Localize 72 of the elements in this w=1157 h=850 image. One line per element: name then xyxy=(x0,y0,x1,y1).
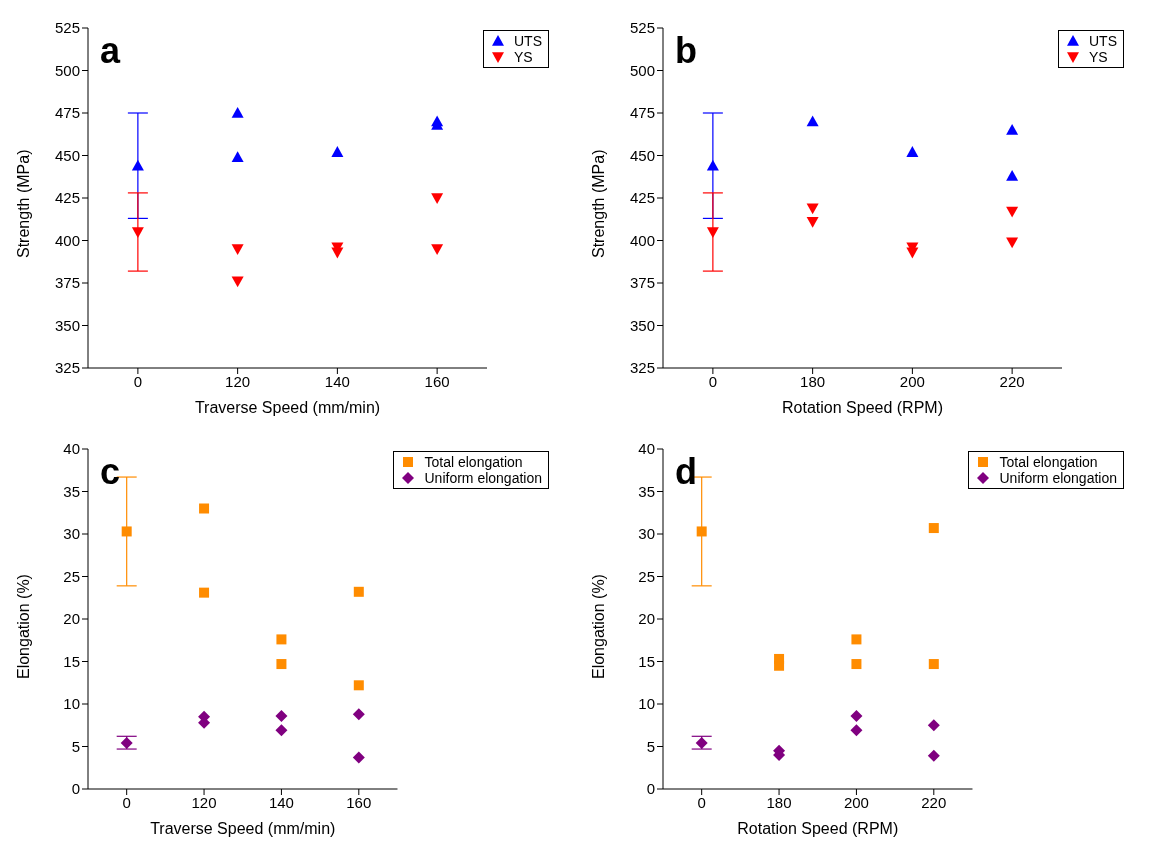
chart-title: c xyxy=(100,451,121,493)
legend-label: YS xyxy=(1089,49,1108,65)
y-tick-label: 20 xyxy=(63,610,80,628)
y-tick-label: 500 xyxy=(629,61,655,79)
y-tick-label: 10 xyxy=(638,695,655,713)
x-tick-label: 180 xyxy=(800,372,826,390)
y-tick-label: 25 xyxy=(63,567,80,585)
y-tick-label: 450 xyxy=(54,146,80,164)
x-tick-label: 0 xyxy=(133,372,143,390)
y-tick-label: 30 xyxy=(63,525,80,543)
x-tick-label: 160 xyxy=(424,372,450,390)
y-tick-label: 40 xyxy=(63,440,80,458)
x-tick-label: 220 xyxy=(921,793,947,811)
y-tick-label: 400 xyxy=(54,231,80,249)
y-axis-title: Strength (MPa) xyxy=(14,149,32,258)
y-tick-label: 0 xyxy=(71,780,80,798)
y-tick-label: 375 xyxy=(629,274,655,292)
x-tick-label: 200 xyxy=(843,793,869,811)
y-tick-label: 25 xyxy=(638,567,655,585)
x-tick-label: 160 xyxy=(346,793,372,811)
y-axis-title: Strength (MPa) xyxy=(589,149,607,258)
y-tick-label: 525 xyxy=(629,19,655,37)
y-axis-title: Elongation (%) xyxy=(589,574,607,679)
y-tick-label: 525 xyxy=(54,19,80,37)
y-tick-label: 30 xyxy=(638,525,655,543)
y-axis-title: Elongation (%) xyxy=(14,574,32,679)
y-tick-label: 325 xyxy=(629,359,655,377)
y-tick-label: 350 xyxy=(629,316,655,334)
y-tick-label: 20 xyxy=(638,610,655,628)
legend-label: UTS xyxy=(1089,33,1117,49)
x-axis-title: Traverse Speed (mm/min) xyxy=(150,820,336,837)
y-tick-label: 500 xyxy=(54,61,80,79)
legend-label: Uniform elongation xyxy=(424,470,542,486)
x-tick-label: 220 xyxy=(999,372,1025,390)
y-tick-label: 5 xyxy=(646,737,655,755)
y-tick-label: 375 xyxy=(54,274,80,292)
y-tick-label: 400 xyxy=(629,231,655,249)
legend-label: Total elongation xyxy=(999,454,1098,470)
x-tick-label: 120 xyxy=(191,793,217,811)
y-tick-label: 5 xyxy=(71,737,80,755)
y-tick-label: 0 xyxy=(646,780,655,798)
y-tick-label: 350 xyxy=(54,316,80,334)
y-tick-label: 325 xyxy=(54,359,80,377)
y-tick-label: 475 xyxy=(54,104,80,122)
chart-title: d xyxy=(675,451,697,493)
x-tick-label: 200 xyxy=(899,372,925,390)
legend-label: Uniform elongation xyxy=(999,470,1117,486)
x-axis-title: Traverse Speed (mm/min) xyxy=(194,399,381,416)
y-tick-label: 450 xyxy=(629,146,655,164)
y-tick-label: 40 xyxy=(638,440,655,458)
chart-title: b xyxy=(675,30,697,72)
y-tick-label: 15 xyxy=(638,652,655,670)
chart-title: a xyxy=(100,30,121,72)
y-tick-label: 35 xyxy=(63,482,80,500)
legend-label: UTS xyxy=(514,33,542,49)
x-tick-label: 120 xyxy=(225,372,251,390)
x-tick-label: 140 xyxy=(268,793,294,811)
y-tick-label: 10 xyxy=(63,695,80,713)
legend-label: Total elongation xyxy=(424,454,523,470)
x-axis-title: Rotation Speed (RPM) xyxy=(782,399,943,416)
y-tick-label: 35 xyxy=(638,482,655,500)
legend-label: YS xyxy=(514,49,533,65)
x-tick-label: 0 xyxy=(697,793,706,811)
y-tick-label: 475 xyxy=(629,104,655,122)
x-tick-label: 180 xyxy=(766,793,792,811)
x-tick-label: 140 xyxy=(324,372,350,390)
y-tick-label: 425 xyxy=(629,189,655,207)
x-axis-title: Rotation Speed (RPM) xyxy=(737,820,899,837)
y-tick-label: 15 xyxy=(63,652,80,670)
x-tick-label: 0 xyxy=(708,372,718,390)
x-tick-label: 0 xyxy=(122,793,131,811)
y-tick-label: 425 xyxy=(54,189,80,207)
